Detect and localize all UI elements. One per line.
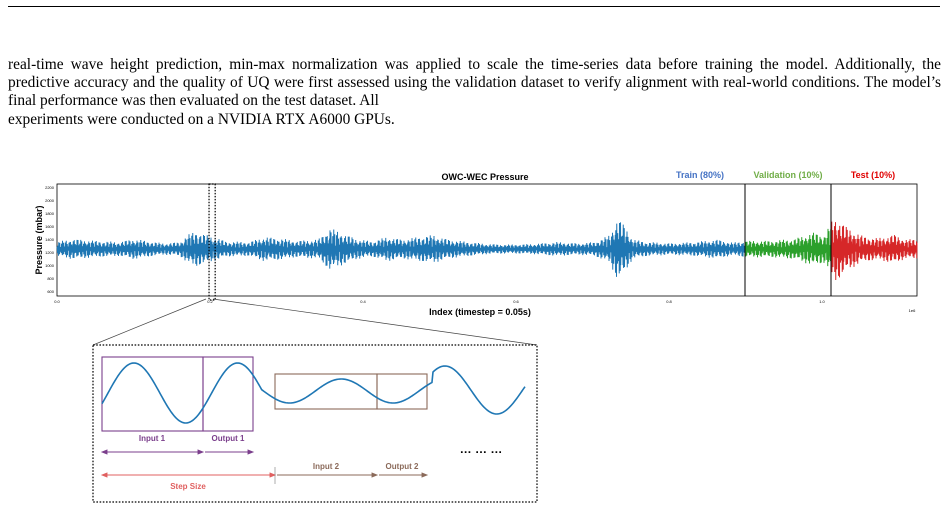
arrows-row-1	[100, 449, 255, 455]
input2-arrowhead-right	[371, 472, 379, 478]
y-tick-1200: 1200	[45, 250, 55, 255]
x-tick-0-0: 0.0	[54, 299, 60, 304]
input2-label: Input 2	[313, 462, 340, 471]
x-axis-label: Index (timestep = 0.05s)	[429, 307, 531, 317]
x-tick-1-0: 1.0	[819, 299, 825, 304]
body-paragraph: real-time wave height prediction, min-ma…	[8, 56, 941, 129]
x-tick-0-8: 0.8	[666, 299, 672, 304]
series-validation-line	[744, 228, 832, 267]
output2-window	[376, 373, 428, 410]
y-tick-2200: 2200	[45, 185, 55, 190]
step-size-label: Step Size	[170, 482, 206, 491]
x-tick-labels: 0.0 0.2 0.4 0.6 0.8 1.0 1e6	[54, 299, 916, 313]
input1-arrowhead-left	[100, 449, 108, 455]
x-tick-0-2: 0.2	[207, 299, 213, 304]
series-train-line	[56, 222, 746, 277]
step-size-arrowhead-right	[269, 472, 277, 478]
zoom-connector-left	[92, 298, 207, 346]
y-tick-600: 600	[47, 289, 54, 294]
output1-label: Output 1	[212, 434, 245, 443]
y-axis-label: Pressure (mbar)	[34, 205, 44, 274]
zoom-window-box	[208, 183, 216, 301]
legend-validation: Validation (10%)	[753, 170, 822, 180]
paragraph-line-1: real-time wave height prediction, min-ma…	[8, 56, 779, 73]
y-tick-800: 800	[47, 276, 54, 281]
output2-arrowhead-right	[421, 472, 429, 478]
paragraph-line-2: model. Additionally, the predictive accu…	[8, 56, 941, 92]
paragraph-line-3: verify alignment with real-world conditi…	[8, 74, 941, 110]
top-rule	[8, 6, 940, 7]
legend-train: Train (80%)	[676, 170, 724, 180]
inset-wave-line	[101, 362, 526, 424]
x-tick-0-4: 0.4	[360, 299, 366, 304]
step-size-arrow-group	[100, 472, 277, 478]
x-tick-exponent: 1e6	[909, 308, 916, 313]
y-tick-1800: 1800	[45, 211, 55, 216]
legend-test: Test (10%)	[851, 170, 895, 180]
output1-arrowhead-right	[247, 449, 255, 455]
y-tick-1400: 1400	[45, 237, 55, 242]
y-tick-1000: 1000	[45, 263, 55, 268]
chart-title: OWC-WEC Pressure	[441, 172, 528, 182]
continuation-ellipsis: … … …	[460, 442, 503, 456]
zoom-connector-right	[212, 298, 538, 346]
y-tick-2000: 2000	[45, 198, 55, 203]
y-tick-1600: 1600	[45, 224, 55, 229]
output1-window	[202, 356, 254, 432]
step-size-arrowhead-left	[100, 472, 108, 478]
paragraph-line-4: experiments were conducted on a NVIDIA R…	[8, 110, 395, 128]
inset-frame	[92, 344, 538, 503]
output2-label: Output 2	[386, 462, 419, 471]
input1-label: Input 1	[139, 434, 166, 443]
x-tick-0-6: 0.6	[513, 299, 519, 304]
input1-arrowhead-right	[197, 449, 205, 455]
chart-plot-area	[56, 183, 918, 297]
y-tick-labels: 2200 2000 1800 1600 1400 1200 1000 800 6…	[45, 185, 55, 294]
arrows-row-2	[277, 472, 429, 478]
series-test-line	[830, 221, 918, 281]
